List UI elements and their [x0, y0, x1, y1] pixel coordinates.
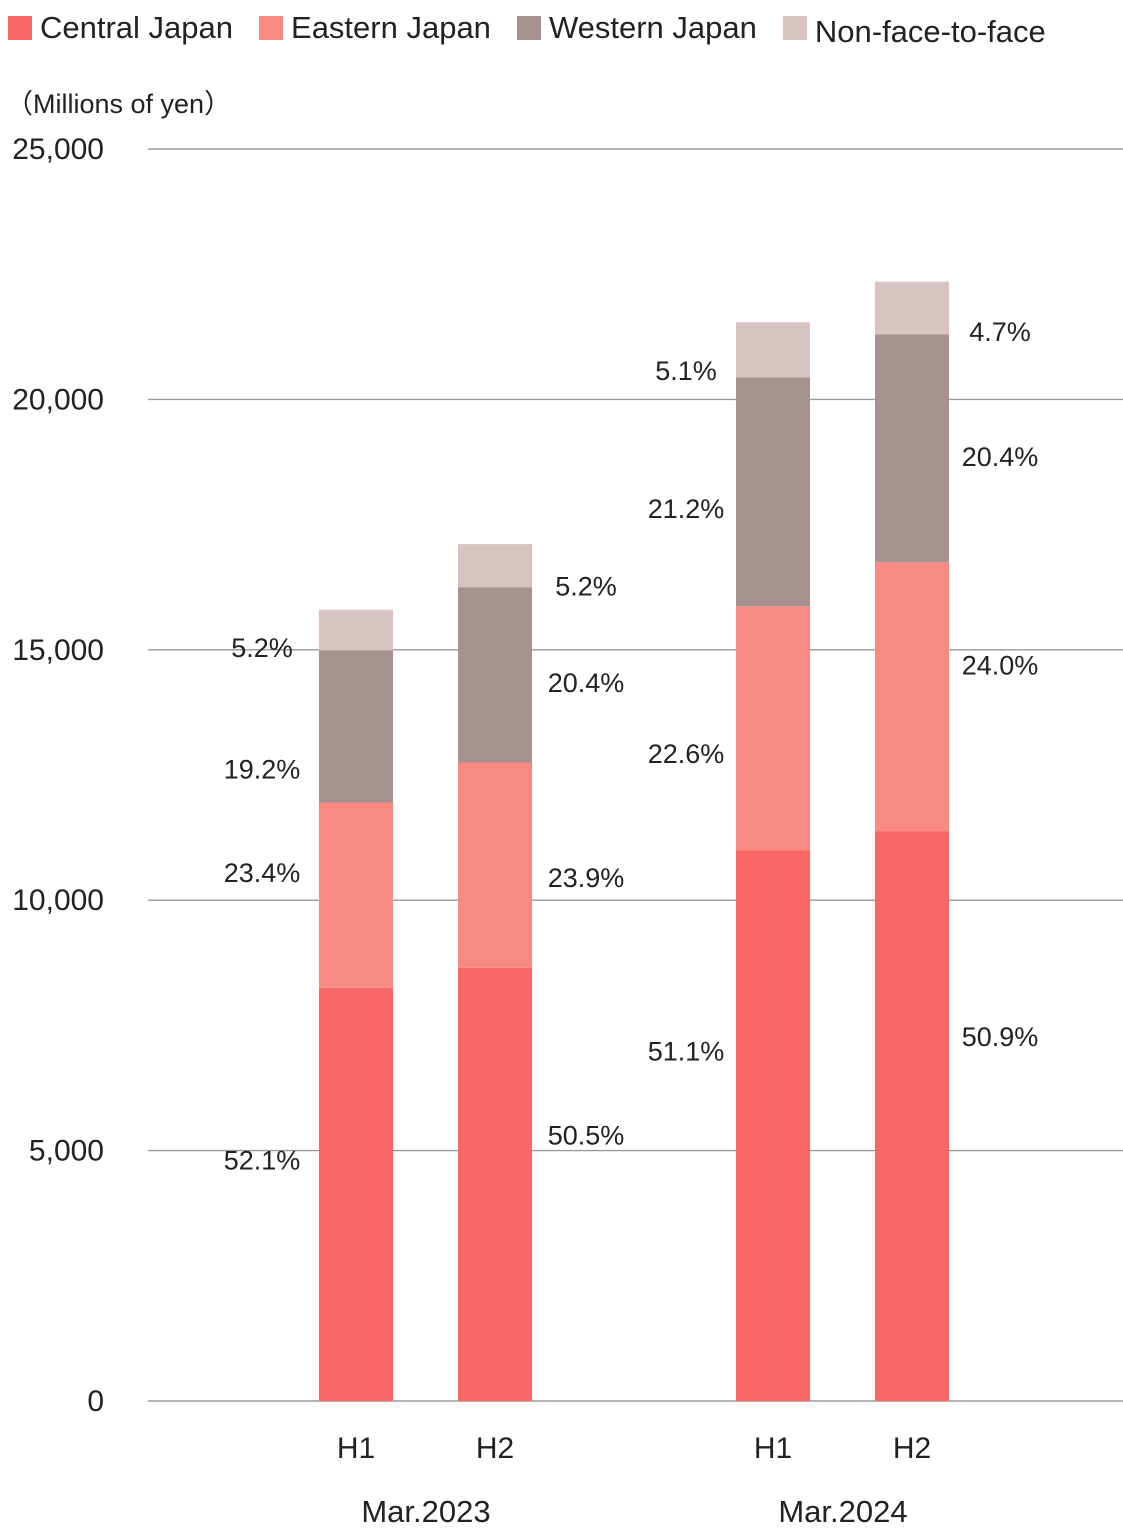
legend: Central Japan Eastern Japan Western Japa… [8, 10, 1072, 49]
data-label: 5.1% [655, 356, 717, 386]
bar-segment [319, 802, 393, 988]
data-label: 24.0% [962, 651, 1039, 681]
data-label: 20.4% [962, 442, 1039, 472]
bar-segment [458, 544, 532, 588]
x-group-label: Mar.2023 [361, 1494, 490, 1529]
x-tick-label: H1 [337, 1432, 375, 1465]
y-axis-unit-label: （Millions of yen） [6, 89, 232, 119]
x-tick-label: H2 [893, 1432, 931, 1465]
data-label: 50.5% [548, 1120, 625, 1150]
legend-item: Non-face-to-face [782, 10, 1046, 49]
bar-segment [458, 587, 532, 763]
bar-segment [875, 334, 949, 563]
legend-item: Western Japan [516, 10, 757, 46]
y-tick-label: 20,000 [12, 383, 104, 416]
bar-segment [875, 281, 949, 335]
legend-label: Non-face-to-face [814, 14, 1046, 49]
bar-segment [736, 377, 810, 607]
data-label: 20.4% [548, 668, 625, 698]
bar-segment [319, 987, 393, 1401]
y-tick-label: 0 [87, 1385, 104, 1418]
data-label: 23.9% [548, 863, 625, 893]
data-label: 23.4% [224, 858, 301, 888]
bar-segment [458, 762, 532, 968]
bar-segment [875, 562, 949, 832]
data-label: 22.6% [648, 739, 725, 769]
x-tick-label: H2 [476, 1432, 514, 1465]
bar-segment [875, 831, 949, 1401]
data-label: 5.2% [231, 633, 293, 663]
data-label: 21.2% [648, 494, 725, 524]
data-label: 5.2% [555, 572, 617, 602]
bar-segment [319, 609, 393, 651]
data-label: 52.1% [224, 1145, 301, 1175]
bar-segment [458, 967, 532, 1401]
data-label: 19.2% [224, 754, 301, 784]
data-label: 51.1% [648, 1037, 725, 1067]
legend-label: Eastern Japan [291, 10, 491, 45]
y-tick-label: 25,000 [12, 133, 104, 166]
y-tick-label: 5,000 [29, 1135, 104, 1168]
legend-swatch-non-face-to-face [782, 16, 807, 40]
bar-segment [736, 322, 810, 378]
y-tick-label: 15,000 [12, 634, 104, 667]
legend-swatch-western-japan [516, 16, 541, 40]
legend-label: Central Japan [40, 10, 234, 45]
legend-item: Central Japan [8, 10, 233, 46]
legend-swatch-central-japan [8, 16, 32, 40]
legend-label: Western Japan [548, 10, 757, 45]
data-label: 4.7% [969, 317, 1031, 347]
x-group-label: Mar.2024 [778, 1494, 907, 1529]
bar-segment [736, 606, 810, 851]
data-label: 50.9% [962, 1022, 1039, 1052]
x-tick-label: H1 [754, 1432, 792, 1465]
bar-segment [736, 850, 810, 1401]
bar-segment [319, 650, 393, 803]
y-tick-label: 10,000 [12, 884, 104, 917]
legend-swatch-eastern-japan [259, 16, 284, 40]
legend-item: Eastern Japan [259, 10, 491, 46]
